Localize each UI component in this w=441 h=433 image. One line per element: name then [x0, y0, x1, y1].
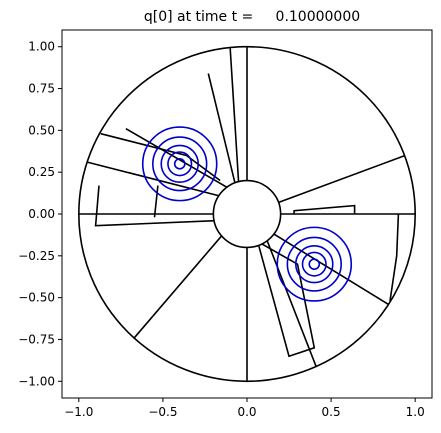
y-tick-label-5: −0.25	[18, 249, 55, 263]
contour-1-1	[286, 236, 342, 292]
patch-edge-16	[293, 204, 356, 214]
patch-edge-1	[229, 48, 240, 183]
outer-boundary-circle	[78, 45, 416, 383]
x-axis-ticks: −1.0 −0.5 0.0 0.5 1.0	[64, 398, 425, 419]
patch-edge-8	[153, 185, 159, 218]
patch-edge-7	[94, 185, 216, 227]
patch-edge-3	[207, 73, 236, 185]
y-tick-label-4: 0.00	[28, 207, 55, 221]
y-tick-label-8: −1.00	[18, 374, 55, 388]
y-axis-ticks: 1.00 0.75 0.50 0.25 0.00 −0.25 −0.50 −0.75 −1.00	[18, 40, 62, 388]
contour-0-2	[160, 144, 200, 184]
patch-edge-14	[389, 213, 400, 302]
domain-circles	[78, 45, 416, 383]
patch-edge-5	[87, 161, 219, 197]
x-tick-label-4: 1.0	[406, 405, 425, 419]
contour-1-3	[301, 251, 327, 277]
patch-edge-11	[258, 243, 316, 358]
contour-0-0	[141, 126, 218, 202]
patch-edge-4	[125, 128, 228, 188]
patch-edge-17	[278, 154, 406, 204]
contour-1-0	[276, 226, 353, 302]
patch-edge-9	[133, 235, 223, 339]
contour-lines	[141, 126, 353, 302]
y-tick-label-0: 1.00	[28, 40, 55, 54]
chart-title: q[0] at time t = 0.10000000	[144, 9, 360, 25]
y-tick-label-3: 0.25	[28, 165, 55, 179]
contour-0-4	[173, 157, 186, 170]
contour-1-4	[308, 258, 321, 270]
x-tick-label-0: −1.0	[64, 405, 93, 419]
contour-0-3	[167, 151, 193, 177]
patch-edge-12	[266, 240, 317, 367]
patch-boundaries	[78, 46, 416, 382]
patch-edge-2	[100, 132, 221, 182]
y-tick-label-7: −0.75	[18, 332, 55, 346]
y-tick-label-2: 0.50	[28, 123, 55, 137]
y-tick-label-1: 0.75	[28, 82, 55, 96]
x-tick-label-3: 0.5	[322, 405, 341, 419]
y-tick-label-6: −0.50	[18, 291, 55, 305]
x-tick-label-2: 0.0	[237, 405, 256, 419]
contour-1-2	[294, 244, 334, 284]
patch-edge-13	[273, 233, 389, 305]
inner-boundary-circle	[212, 179, 282, 249]
x-tick-label-1: −0.5	[148, 405, 177, 419]
contour-0-1	[152, 136, 208, 192]
